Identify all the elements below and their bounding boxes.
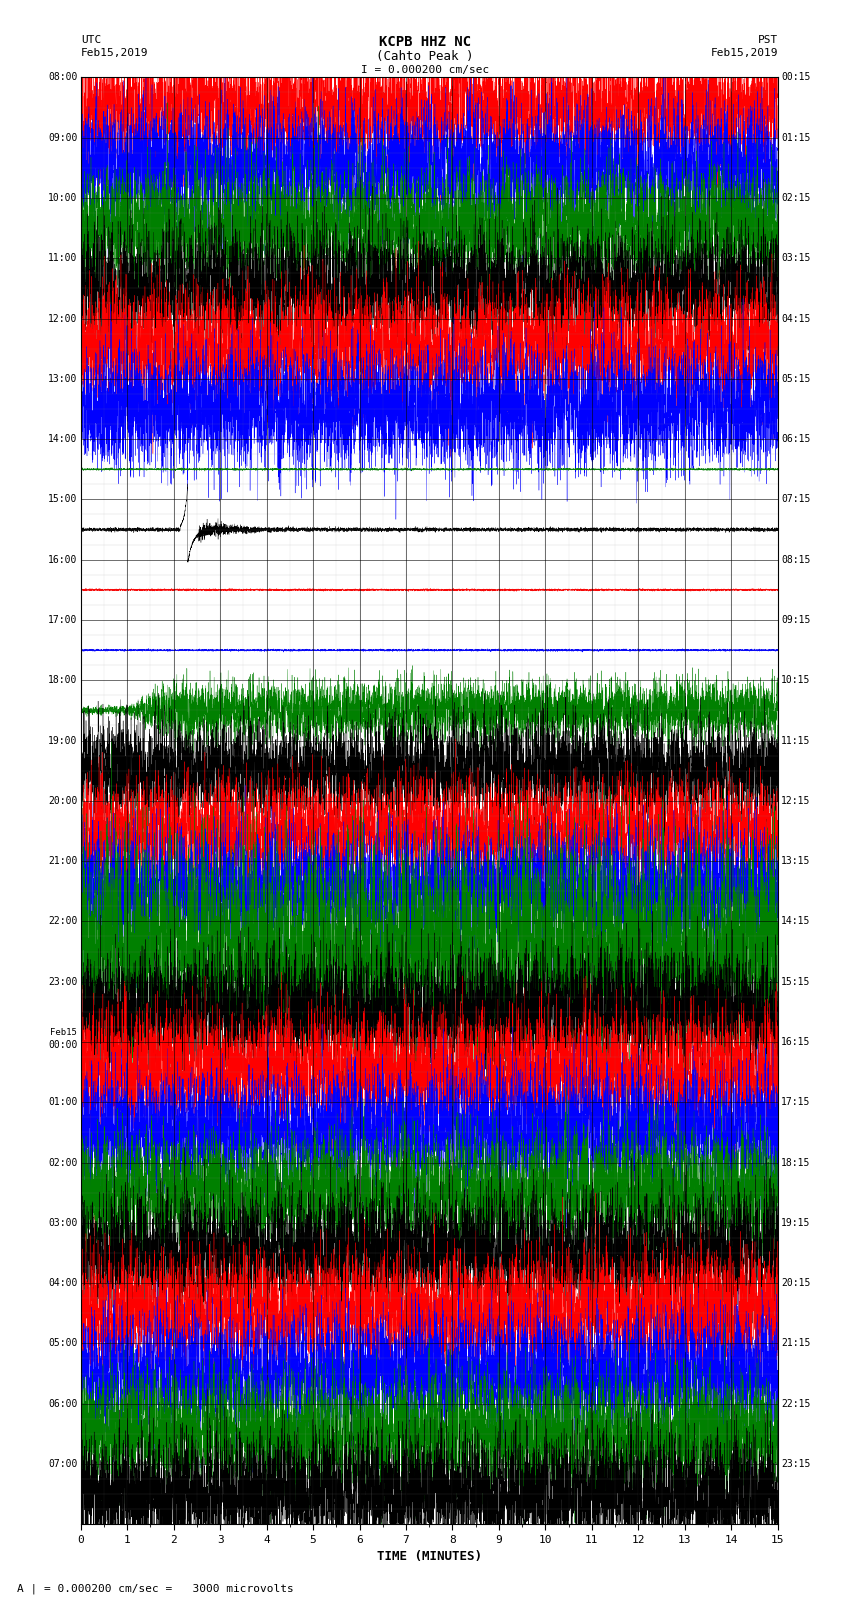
Text: 12:15: 12:15: [781, 795, 811, 806]
Text: 01:15: 01:15: [781, 132, 811, 142]
Text: 02:15: 02:15: [781, 194, 811, 203]
Text: KCPB HHZ NC: KCPB HHZ NC: [379, 35, 471, 50]
Text: 17:00: 17:00: [48, 615, 77, 624]
Text: (Cahto Peak ): (Cahto Peak ): [377, 50, 473, 63]
X-axis label: TIME (MINUTES): TIME (MINUTES): [377, 1550, 482, 1563]
Text: 06:15: 06:15: [781, 434, 811, 444]
Text: 14:15: 14:15: [781, 916, 811, 926]
Text: 05:00: 05:00: [48, 1339, 77, 1348]
Text: 12:00: 12:00: [48, 313, 77, 324]
Text: Feb15: Feb15: [50, 1029, 77, 1037]
Text: 22:00: 22:00: [48, 916, 77, 926]
Text: 13:00: 13:00: [48, 374, 77, 384]
Text: 11:15: 11:15: [781, 736, 811, 745]
Text: 08:15: 08:15: [781, 555, 811, 565]
Text: 20:15: 20:15: [781, 1277, 811, 1289]
Text: 15:00: 15:00: [48, 495, 77, 505]
Text: 04:00: 04:00: [48, 1277, 77, 1289]
Text: 01:00: 01:00: [48, 1097, 77, 1107]
Text: 07:15: 07:15: [781, 495, 811, 505]
Text: 11:00: 11:00: [48, 253, 77, 263]
Text: 05:15: 05:15: [781, 374, 811, 384]
Text: PST: PST: [757, 35, 778, 45]
Text: 19:00: 19:00: [48, 736, 77, 745]
Text: 13:15: 13:15: [781, 857, 811, 866]
Text: 17:15: 17:15: [781, 1097, 811, 1107]
Text: Feb15,2019: Feb15,2019: [81, 48, 148, 58]
Text: 16:00: 16:00: [48, 555, 77, 565]
Text: I = 0.000200 cm/sec: I = 0.000200 cm/sec: [361, 65, 489, 74]
Text: 10:15: 10:15: [781, 676, 811, 686]
Text: 07:00: 07:00: [48, 1460, 77, 1469]
Text: A | = 0.000200 cm/sec =   3000 microvolts: A | = 0.000200 cm/sec = 3000 microvolts: [17, 1582, 294, 1594]
Text: 09:00: 09:00: [48, 132, 77, 142]
Text: 22:15: 22:15: [781, 1398, 811, 1408]
Text: 00:15: 00:15: [781, 73, 811, 82]
Text: 21:00: 21:00: [48, 857, 77, 866]
Text: 00:00: 00:00: [48, 1040, 77, 1050]
Text: 02:00: 02:00: [48, 1158, 77, 1168]
Text: 23:00: 23:00: [48, 977, 77, 987]
Text: 04:15: 04:15: [781, 313, 811, 324]
Text: 21:15: 21:15: [781, 1339, 811, 1348]
Text: 19:15: 19:15: [781, 1218, 811, 1227]
Text: 06:00: 06:00: [48, 1398, 77, 1408]
Text: 03:15: 03:15: [781, 253, 811, 263]
Text: UTC: UTC: [81, 35, 101, 45]
Text: 14:00: 14:00: [48, 434, 77, 444]
Text: 08:00: 08:00: [48, 73, 77, 82]
Text: Feb15,2019: Feb15,2019: [711, 48, 778, 58]
Text: 15:15: 15:15: [781, 977, 811, 987]
Text: 20:00: 20:00: [48, 795, 77, 806]
Text: 16:15: 16:15: [781, 1037, 811, 1047]
Text: 09:15: 09:15: [781, 615, 811, 624]
Text: 10:00: 10:00: [48, 194, 77, 203]
Text: 23:15: 23:15: [781, 1460, 811, 1469]
Text: 18:00: 18:00: [48, 676, 77, 686]
Text: 18:15: 18:15: [781, 1158, 811, 1168]
Text: 03:00: 03:00: [48, 1218, 77, 1227]
